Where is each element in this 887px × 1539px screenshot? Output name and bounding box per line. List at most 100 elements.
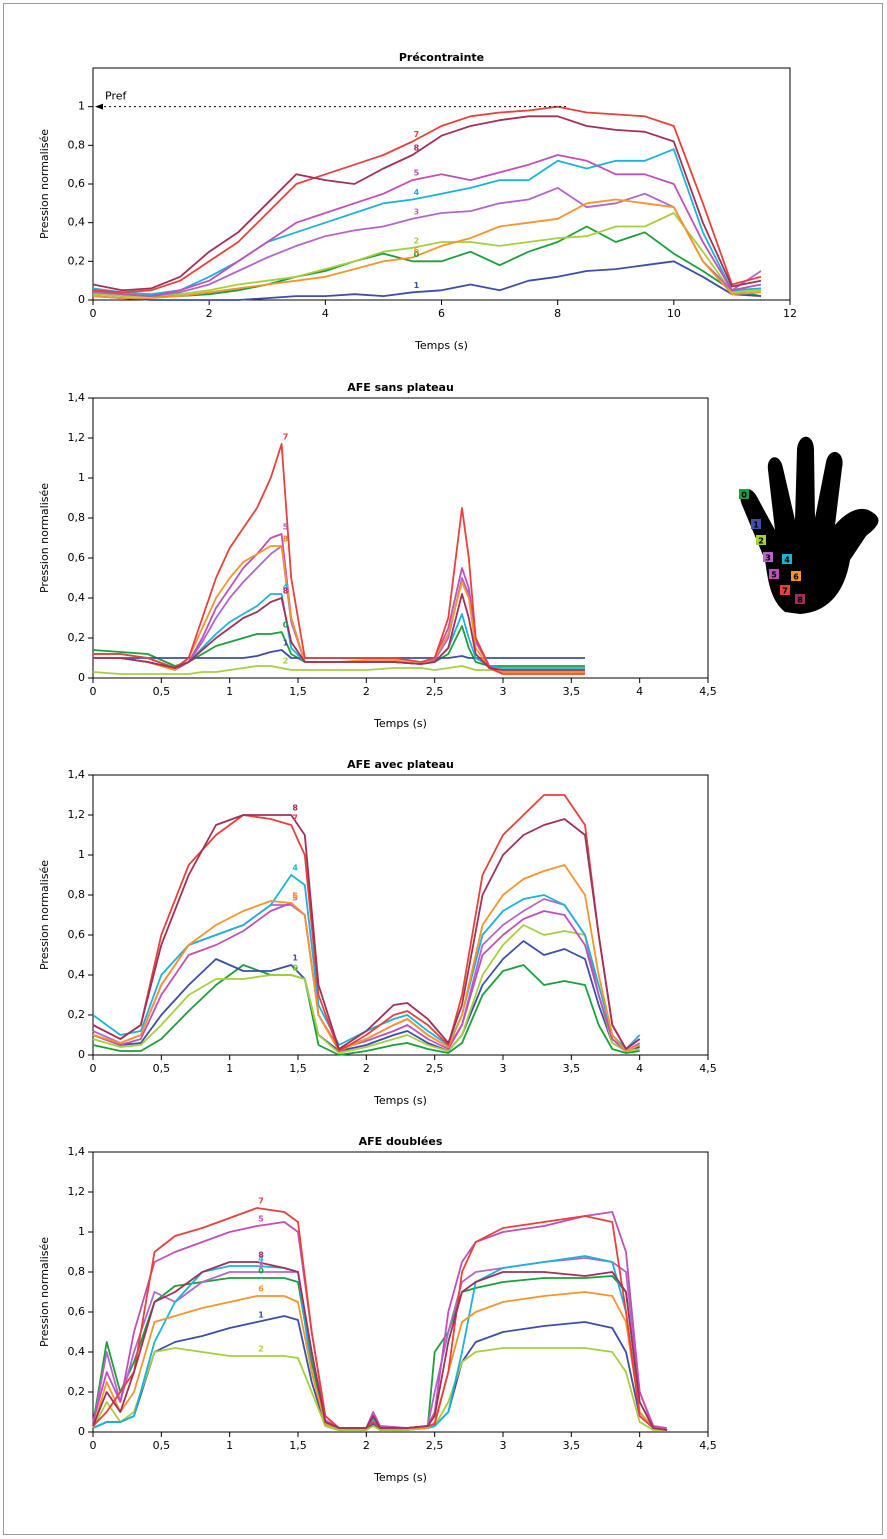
series-line — [92, 665, 585, 675]
x-tick-label: 8 — [554, 307, 561, 320]
y-tick-label: 0,6 — [68, 551, 86, 564]
x-tick-label: 2 — [206, 307, 213, 320]
series-label: 6 — [283, 535, 289, 544]
series-label: 7 — [258, 1197, 264, 1206]
series-line — [92, 187, 762, 297]
annotation: Pref — [105, 90, 127, 103]
sensor-box — [782, 554, 792, 564]
series-label: 6 — [414, 246, 420, 255]
y-tick-label: 0,4 — [68, 1345, 86, 1358]
x-tick-label: 1,5 — [289, 685, 307, 698]
y-tick-label: 0,6 — [68, 928, 86, 941]
x-axis-label: Temps (s) — [373, 1471, 427, 1484]
sensor-label: 8 — [797, 596, 803, 605]
series-line — [92, 115, 762, 292]
series-label: 5 — [258, 1215, 264, 1224]
y-tick-label: 1 — [78, 100, 85, 113]
y-tick-label: 1 — [78, 471, 85, 484]
x-tick-label: 0 — [90, 1439, 97, 1452]
x-tick-label: 12 — [783, 307, 797, 320]
sensor-box — [751, 519, 761, 529]
series-line — [93, 593, 585, 671]
y-tick-label: 0 — [78, 671, 85, 684]
series-line — [93, 533, 585, 673]
series-label: 8 — [258, 1251, 264, 1260]
x-tick-label: 2,5 — [426, 1439, 444, 1452]
y-tick-label: 0,2 — [68, 1385, 86, 1398]
series-label: 1 — [414, 281, 420, 290]
chart-title: Précontrainte — [399, 51, 484, 64]
series-label: 0 — [283, 621, 289, 630]
series-line — [92, 148, 762, 296]
series-label: 6 — [258, 1285, 264, 1294]
series-line — [93, 443, 585, 675]
y-tick-label: 1 — [78, 848, 85, 861]
y-tick-label: 0,4 — [68, 968, 86, 981]
sensor-box — [756, 535, 766, 545]
frame — [3, 3, 883, 1535]
x-tick-label: 1 — [226, 1439, 233, 1452]
series-line — [92, 902, 641, 1052]
y-axis-label: Pression normalisée — [38, 483, 51, 593]
series-label: 1 — [258, 1311, 264, 1320]
series-label: 1 — [283, 639, 289, 648]
sensor-label: 0 — [741, 491, 747, 500]
y-tick-label: 0 — [78, 1048, 85, 1061]
series-line — [92, 1261, 668, 1431]
series-line — [92, 1257, 668, 1431]
series-label: 3 — [414, 207, 420, 216]
x-axis-label: Temps (s) — [414, 339, 468, 352]
series-line — [92, 225, 762, 297]
series-line — [92, 1275, 668, 1431]
x-tick-label: 0 — [90, 685, 97, 698]
x-tick-label: 1,5 — [289, 1439, 307, 1452]
x-tick-label: 3,5 — [563, 1439, 581, 1452]
series-line — [92, 864, 641, 1052]
series-label: 6 — [292, 892, 298, 901]
x-tick-label: 3,5 — [563, 1062, 581, 1075]
series-line — [92, 794, 641, 1052]
series-label: 4 — [283, 583, 289, 592]
y-tick-label: 0,8 — [68, 138, 86, 151]
series-label: 0 — [258, 1267, 264, 1276]
y-tick-label: 0 — [78, 1425, 85, 1438]
hand-diagram: 0 1 23 45 678 — [739, 436, 879, 614]
series-label: 2 — [414, 236, 420, 245]
series-label: 5 — [414, 169, 420, 178]
x-tick-label: 2 — [363, 1062, 370, 1075]
hand-silhouette — [740, 436, 879, 614]
x-tick-label: 0,5 — [153, 685, 171, 698]
x-tick-label: 4,5 — [699, 1062, 717, 1075]
series-line — [92, 105, 762, 294]
sensor-box — [739, 489, 749, 499]
series-line — [92, 625, 585, 667]
series-line — [92, 1255, 668, 1431]
series-label: 0 — [414, 250, 420, 259]
sensor-label: 7 — [782, 587, 788, 596]
series-line — [93, 593, 585, 669]
x-tick-label: 1 — [226, 1062, 233, 1075]
series-line — [92, 1207, 668, 1431]
series-label: 3 — [283, 535, 289, 544]
series-label: 4 — [414, 188, 420, 197]
x-tick-label: 2 — [363, 1439, 370, 1452]
sensor-label: 1 — [753, 521, 759, 530]
series-label: 5 — [292, 892, 298, 901]
chart-title: AFE sans plateau — [347, 381, 454, 394]
x-tick-label: 3 — [500, 1062, 507, 1075]
sensor-box — [795, 594, 805, 604]
series-label: 8 — [292, 804, 298, 813]
series-line — [92, 154, 762, 297]
series-line — [92, 212, 762, 297]
x-axis-label: Temps (s) — [373, 717, 427, 730]
sensor-box — [780, 585, 790, 595]
x-tick-label: 3,5 — [563, 685, 581, 698]
x-tick-label: 6 — [438, 307, 445, 320]
series-label: 7 — [414, 130, 420, 139]
y-tick-label: 1 — [78, 1225, 85, 1238]
y-axis-label: Pression normalisée — [38, 129, 51, 239]
y-axis-label: Pression normalisée — [38, 860, 51, 970]
sensor-box — [769, 569, 779, 579]
